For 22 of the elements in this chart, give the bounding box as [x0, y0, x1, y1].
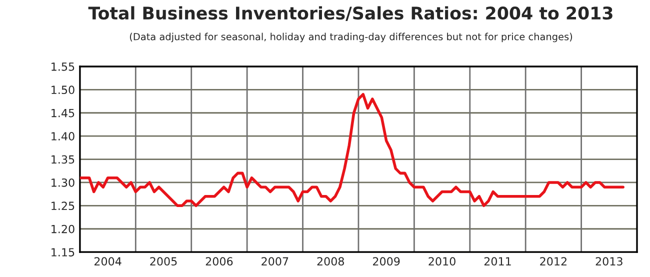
x-tick-label: 2013	[596, 257, 622, 266]
x-tick-label: 2006	[206, 257, 233, 266]
y-tick-label: 1.20	[52, 224, 74, 234]
y-tick-label: 1.15	[52, 248, 74, 256]
x-tick-label: 2010	[428, 257, 456, 266]
y-tick-label: 1.35	[52, 155, 74, 164]
x-tick-label: 2009	[373, 257, 400, 266]
x-tick-label: 2004	[94, 257, 122, 266]
y-tick-label: 1.25	[52, 202, 74, 210]
x-tick-label: 2007	[262, 257, 288, 266]
line-series	[80, 92, 624, 208]
y-tick-label: 1.45	[52, 109, 74, 118]
x-tick-label: 2011	[484, 257, 511, 266]
x-tick-label: 2012	[540, 257, 566, 266]
y-tick-label: 1.55	[52, 62, 74, 71]
x-tick-label: 2005	[150, 257, 177, 266]
chart-subtitle: (Data adjusted for seasonal, holiday and trading-day differences but not for price changes)	[130, 32, 572, 42]
y-tick-label: 1.30	[52, 178, 74, 187]
y-tick-label: 1.40	[52, 132, 74, 140]
y-tick-label: 1.50	[52, 86, 74, 94]
x-tick-label: 2008	[317, 257, 344, 266]
chart-title: Total Business Inventories/Sales Ratios: 2004 to 2013	[88, 6, 612, 21]
